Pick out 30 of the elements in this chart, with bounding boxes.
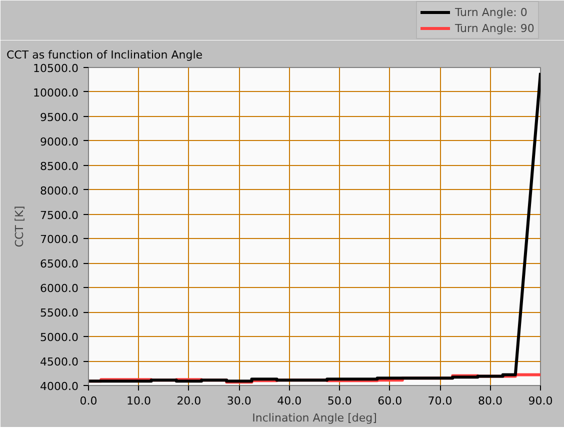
y-tick-label: 6000.0 (40, 282, 79, 296)
y-axis-title: CCT [K] (13, 206, 26, 248)
y-tick-label: 8500.0 (40, 160, 79, 173)
y-tick-label: 7000.0 (40, 233, 79, 246)
x-tick-label: 90.0 (528, 394, 553, 408)
x-tick-label: 0.0 (80, 394, 98, 408)
y-tick-label: 4500.0 (40, 356, 79, 369)
chart-title: CCT as function of Inclination Angle (6, 48, 203, 62)
x-tick-label: 80.0 (478, 394, 503, 408)
x-tick-label: 50.0 (327, 394, 352, 408)
x-tick-label: 20.0 (176, 394, 202, 408)
y-tick-label: 7500.0 (40, 208, 79, 222)
legend-label: Turn Angle: 0 (455, 5, 528, 19)
y-tick-label: 4000.0 (40, 380, 79, 393)
x-tick-label: 70.0 (428, 394, 452, 408)
x-tick-label: 40.0 (277, 394, 302, 408)
x-tick-label: 10.0 (126, 394, 151, 408)
x-tick-label: 30.0 (226, 394, 252, 408)
y-tick-label: 10000.0 (33, 86, 79, 100)
y-tick-label: 5500.0 (40, 306, 79, 320)
y-tick-label: 9000.0 (40, 135, 79, 148)
y-tick-label: 8000.0 (40, 184, 79, 198)
y-tick-label: 10500.0 (33, 62, 79, 75)
x-axis-title: Inclination Angle [deg] (252, 412, 377, 424)
x-tick-label: 60.0 (378, 394, 402, 408)
line-series (88, 71, 540, 383)
legend-label: Turn Angle: 90 (455, 21, 535, 35)
y-tick-label: 6500.0 (40, 258, 79, 271)
y-tick-label: 9500.0 (40, 110, 79, 124)
y-tick-label: 5000.0 (40, 331, 79, 344)
